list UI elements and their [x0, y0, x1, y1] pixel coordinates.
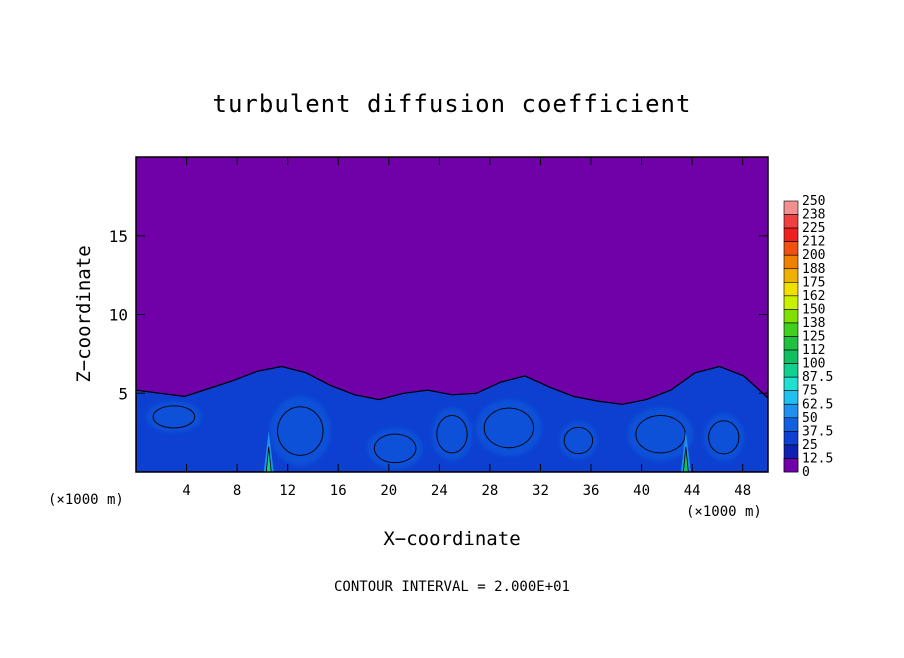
eddy-contour [373, 433, 417, 464]
colorbar-label: 12.5 [802, 451, 833, 466]
eddy-contour [483, 407, 534, 449]
peak-core [265, 446, 272, 472]
colorbar-swatch [783, 227, 799, 242]
y-tick-label: 5 [118, 384, 128, 403]
eddy-contour [708, 420, 740, 455]
x-tick-label: 4 [182, 483, 190, 499]
y-tick-label: 10 [109, 306, 128, 325]
x-axis-label: X−coordinate [383, 528, 520, 550]
colorbar-label: 25 [802, 438, 818, 453]
eddy-contour [277, 406, 324, 456]
colorbar-label: 250 [802, 194, 825, 209]
colorbar-label: 150 [802, 302, 825, 317]
x-unit-left: (×1000 m) [48, 492, 124, 508]
colorbar-label: 212 [802, 235, 825, 250]
x-unit-right: (×1000 m) [686, 504, 762, 520]
y-axis: 5 10 15 [109, 227, 768, 403]
colorbar-label: 188 [802, 262, 825, 277]
colorbar: 2502382252122001881751621501381251121008… [783, 194, 833, 480]
colorbar-swatch [783, 363, 799, 378]
colorbar-label: 138 [802, 316, 825, 331]
colorbar-swatch [783, 376, 799, 391]
colorbar-label: 125 [802, 330, 825, 345]
x-tick-label: 8 [233, 483, 241, 499]
colorbar-label: 238 [802, 208, 825, 223]
x-tick-label: 40 [633, 483, 650, 499]
turbulent-layer-contour [136, 365, 768, 472]
colorbar-swatch [783, 309, 799, 324]
colorbar-label: 225 [802, 221, 825, 236]
colorbar-label: 162 [802, 289, 825, 304]
colorbar-swatch [783, 241, 799, 256]
x-tick-label: 16 [330, 483, 347, 499]
x-tick-label: 24 [431, 483, 448, 499]
colorbar-swatch [783, 268, 799, 283]
colorbar-swatch [783, 200, 799, 215]
chart-title: turbulent diffusion coefficient [213, 90, 692, 118]
eddy-contour [563, 426, 594, 455]
y-tick-label: 15 [109, 227, 128, 246]
colorbar-swatch [783, 214, 799, 229]
x-tick-label: 44 [684, 483, 701, 499]
x-tick-label: 32 [532, 483, 549, 499]
peak-core [682, 446, 689, 472]
colorbar-swatch [783, 403, 799, 419]
colorbar-label: 175 [802, 275, 825, 290]
eddy-contour [436, 415, 468, 454]
x-tick-label: 20 [380, 483, 397, 499]
eddy-cell [269, 396, 331, 466]
colorbar-label: 112 [802, 343, 825, 358]
colorbar-label: 200 [802, 248, 825, 263]
colorbar-swatch [783, 322, 799, 337]
colorbar-swatch [783, 444, 799, 459]
colorbar-swatch [783, 390, 799, 405]
colorbar-swatch [783, 336, 799, 351]
colorbar-swatch [783, 458, 799, 473]
turbulent-layer [136, 365, 768, 472]
y-axis-label: Z−coordinate [73, 245, 95, 382]
eddy-cell [476, 399, 542, 457]
colorbar-swatch [783, 295, 799, 310]
colorbar-label: 75 [802, 384, 818, 399]
colorbar-label: 50 [802, 411, 818, 426]
eddy-cell [627, 407, 694, 461]
x-tick-label: 36 [583, 483, 600, 499]
eddy-contour [635, 415, 686, 454]
colorbar-swatch [783, 254, 799, 270]
x-tick-label: 48 [734, 483, 751, 499]
colorbar-label: 0 [802, 465, 810, 480]
colorbar-label: 100 [802, 357, 825, 372]
eddy-contour [152, 405, 196, 429]
colorbar-label: 37.5 [802, 424, 833, 439]
contour-interval-note: CONTOUR INTERVAL = 2.000E+01 [334, 579, 570, 595]
colorbar-label: 87.5 [802, 370, 833, 385]
x-tick-label: 28 [481, 483, 498, 499]
colorbar-label: 62.5 [802, 397, 833, 412]
colorbar-swatch [783, 349, 799, 364]
x-axis: 4 8 12 16 20 24 28 32 36 40 44 48 [182, 157, 751, 499]
x-tick-label: 12 [279, 483, 296, 499]
colorbar-swatch [783, 417, 799, 432]
colorbar-swatch [783, 431, 799, 446]
colorbar-swatch [783, 281, 799, 297]
plot-area [136, 157, 768, 472]
